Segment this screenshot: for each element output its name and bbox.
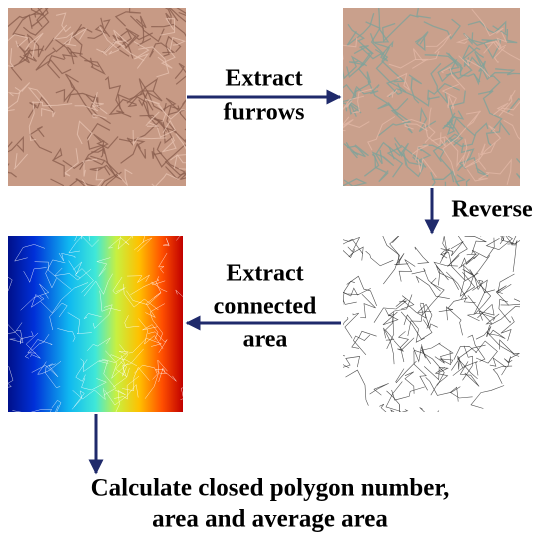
diagram: Extract furrows Reverse Extract connecte… [0, 0, 541, 535]
step-label: area [243, 327, 288, 353]
step-label: Reverse [451, 197, 533, 223]
connected-area-image [8, 236, 183, 412]
step-label: Extract [226, 261, 303, 287]
body: Extract furrows Reverse Extract connecte… [0, 0, 541, 535]
step-label: furrows [224, 100, 305, 126]
result-label: area and average area [152, 506, 388, 533]
step-label: Extract [225, 66, 302, 92]
result-label: Calculate closed polygon number, [91, 475, 450, 502]
texture-stroke [176, 208, 211, 241]
page: Furrow extraction diagram {"steps": [ {"… [0, 0, 541, 535]
furrow-image [343, 8, 520, 186]
texture-stroke [60, 200, 82, 239]
step-label: connected [214, 294, 317, 320]
